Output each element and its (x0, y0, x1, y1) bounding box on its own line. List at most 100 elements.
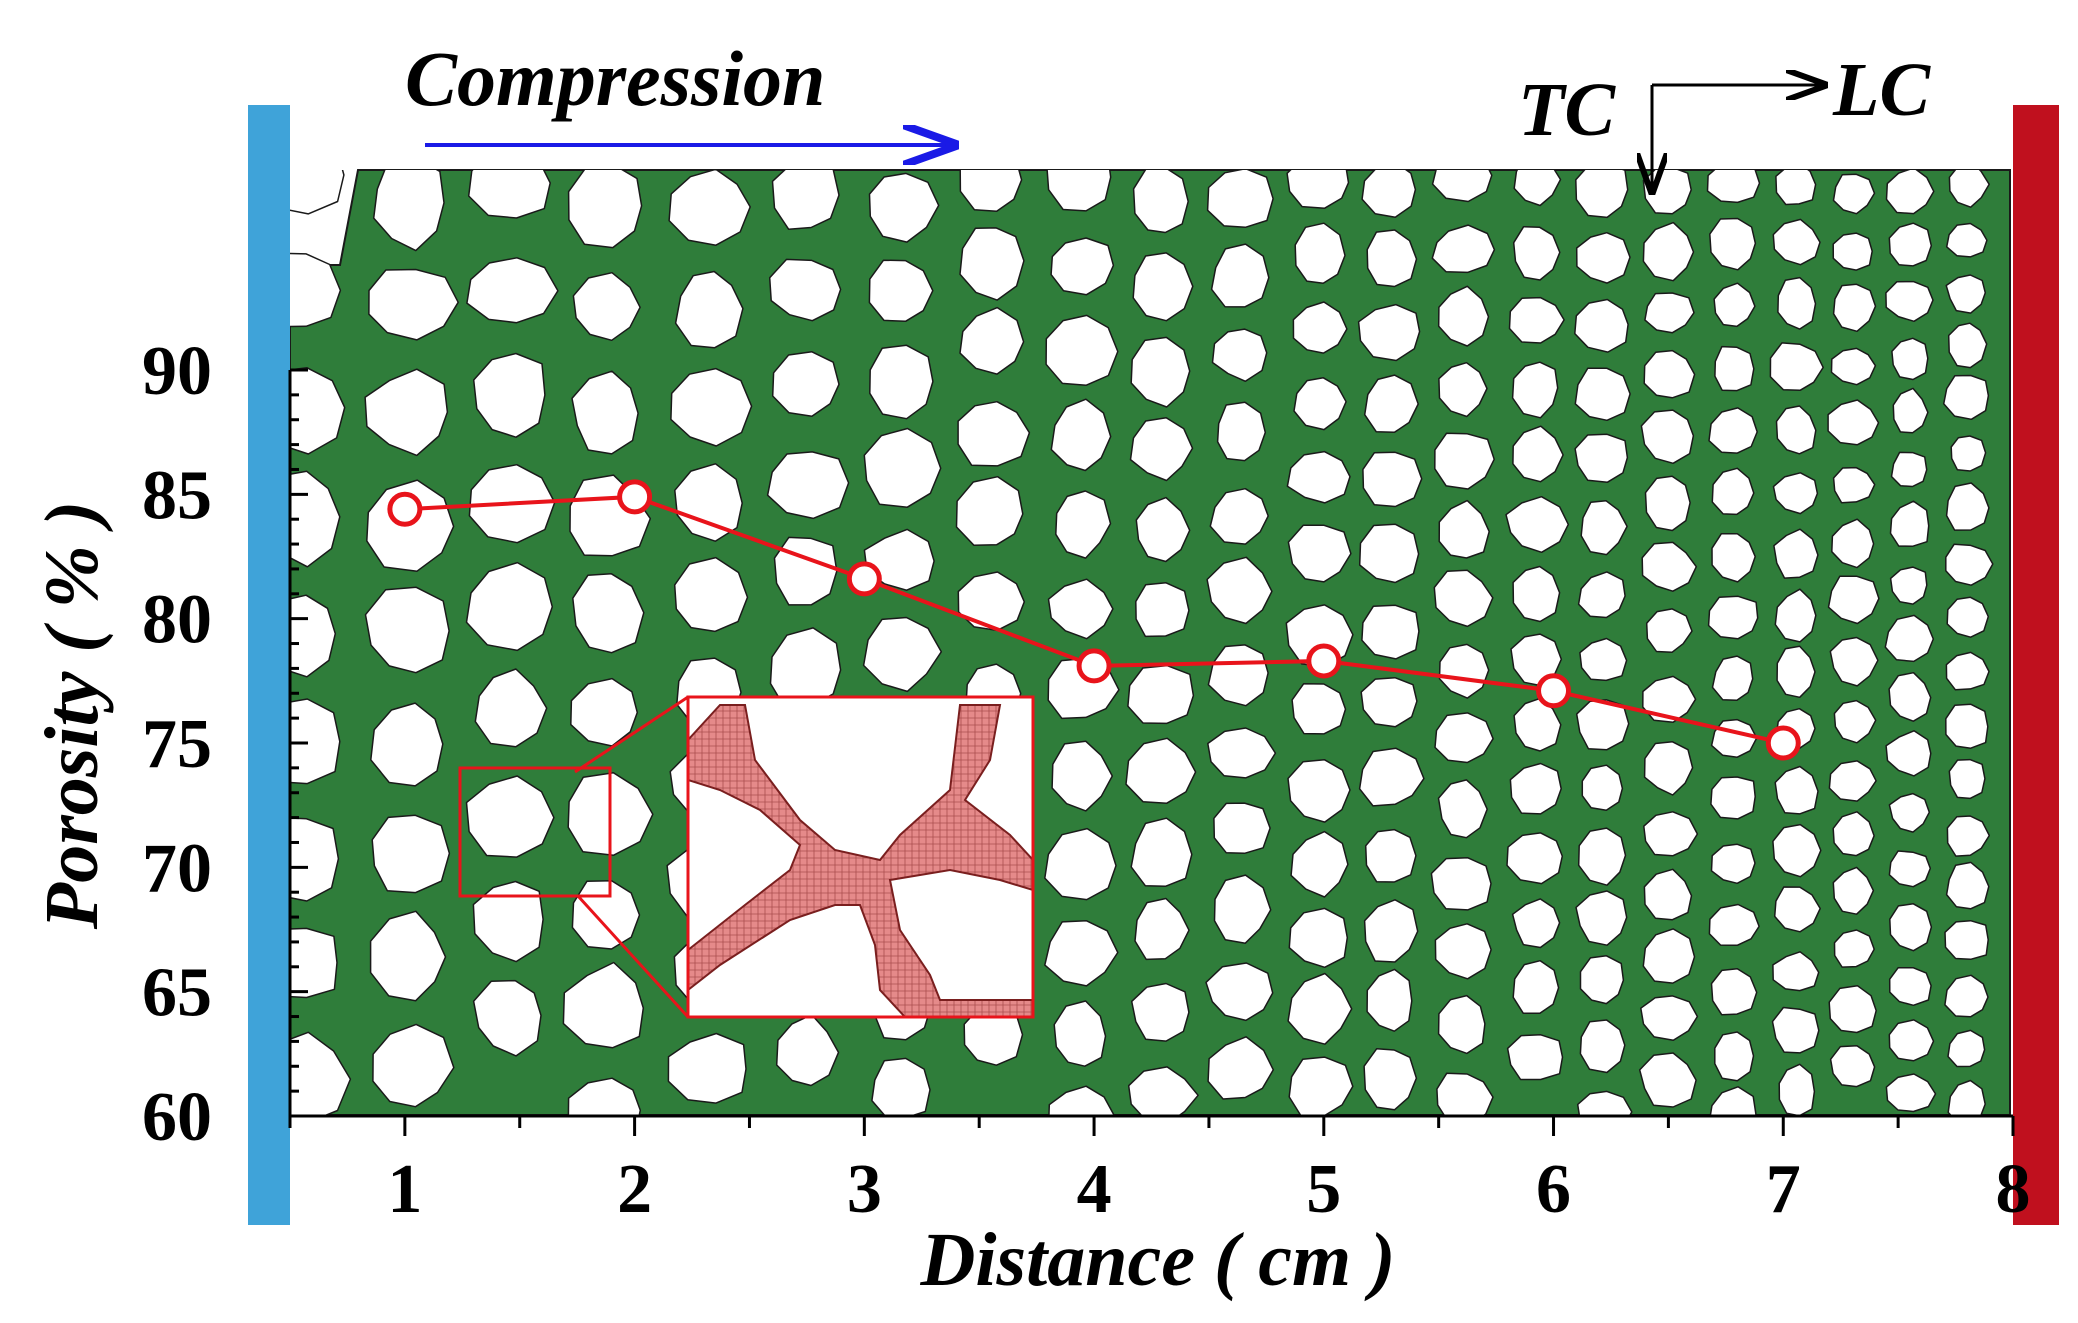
foam-pore (1291, 683, 1347, 735)
foam-pore (1714, 1031, 1755, 1082)
foam-pore (1213, 802, 1271, 855)
data-point (617, 479, 653, 515)
foam-pore (1575, 231, 1631, 284)
foam-pore (1580, 500, 1628, 556)
foam-pore (1890, 451, 1928, 488)
foam-pore (1829, 1045, 1876, 1088)
foam-pore (1773, 528, 1819, 579)
y-tick-label: 90 (142, 333, 212, 410)
foam-pore (567, 1077, 642, 1115)
foam-pore (1511, 898, 1561, 949)
foam-pore (1885, 280, 1934, 323)
foam-pore (1832, 466, 1876, 504)
foam-pore (869, 344, 934, 420)
foam-pore (466, 257, 559, 324)
foam-pore (1945, 222, 1988, 258)
foam-pore (1832, 866, 1875, 915)
foam-pore (1947, 1079, 1986, 1115)
foam-pore (1357, 303, 1421, 362)
foam-pore (562, 961, 645, 1049)
foam-pore (1512, 225, 1561, 281)
foam-pore (1287, 972, 1353, 1045)
series-porosity (387, 479, 1801, 761)
foam-pore (1130, 817, 1193, 887)
foam-pore (1638, 1052, 1697, 1108)
foam-pore (1889, 903, 1933, 952)
foam-pore (1044, 919, 1119, 987)
foam-pore (1833, 929, 1875, 968)
foam-pore (871, 1057, 931, 1115)
foam-pore (674, 270, 744, 349)
foam-pore (1044, 827, 1117, 901)
left-plate (248, 105, 290, 1225)
foam-pore (1574, 298, 1629, 353)
foam-pore (1891, 337, 1929, 381)
foam-pore (670, 367, 753, 447)
foam-pore (1640, 409, 1695, 465)
foam-pore (1508, 296, 1565, 344)
foam-pore (1286, 170, 1350, 209)
foam-pore (1434, 712, 1494, 764)
foam-pore (1832, 811, 1875, 857)
foam-pore (368, 268, 459, 341)
foam-pore (1710, 968, 1758, 1016)
foam-pore (1888, 1019, 1935, 1062)
foam-pore (1438, 643, 1490, 699)
foam-pore (1292, 301, 1348, 354)
foam-pore (1506, 832, 1564, 885)
foam-pore (668, 170, 751, 246)
foam-pore (667, 1032, 747, 1104)
foam-pore (1643, 868, 1693, 921)
foam-pore (1708, 407, 1758, 454)
foam-pore (572, 271, 641, 342)
foam-pore (371, 814, 451, 894)
foam-pore (472, 352, 546, 438)
right-plate (2013, 105, 2059, 1225)
y-tick-label: 65 (142, 955, 212, 1032)
foam-pore (1358, 523, 1420, 584)
foam-pore (1888, 671, 1932, 722)
foam-pore (1511, 361, 1559, 419)
foam-pore (364, 586, 450, 674)
zoom-source-box (458, 766, 612, 898)
foam-pore (1885, 730, 1932, 777)
foam-pore (1889, 500, 1930, 547)
foam-pore (1711, 467, 1755, 516)
foam-pore (1945, 651, 1990, 691)
zoom-inset-border (686, 695, 1035, 1019)
foam-pore (372, 170, 445, 252)
foam-pore (290, 594, 337, 678)
foam-pore (1207, 1036, 1275, 1100)
x-tick-label: 7 (1766, 1151, 1801, 1228)
foam-pore (474, 668, 548, 748)
foam-pore (1577, 571, 1626, 619)
foam-pore (1885, 1073, 1937, 1113)
y-tick-label: 75 (142, 706, 212, 783)
foam-pore (1206, 556, 1273, 625)
foam-pore (1431, 170, 1493, 203)
foam-pore (1211, 328, 1268, 383)
foam-pore (1512, 425, 1564, 483)
foam-pore (1045, 314, 1119, 386)
foam-pore (1363, 1047, 1418, 1111)
foam-pore (364, 368, 449, 457)
foam-pore (1642, 221, 1695, 282)
x-tick-label: 8 (1996, 1151, 2031, 1228)
foam-pore (1642, 675, 1697, 724)
foam-pore (1127, 1066, 1199, 1115)
foam-pore (955, 475, 1024, 546)
axes: 60 65 70 75 80 85 90 1 2 3 4 5 6 7 8 (142, 333, 2031, 1228)
compression-label: Compression (405, 35, 825, 122)
lc-label: LC (1832, 48, 1931, 132)
foam-pore (1437, 285, 1490, 347)
x-axis-title: Distance ( cm ) (920, 1218, 1396, 1302)
foam-pore (1134, 897, 1190, 961)
foam-pore (370, 702, 444, 787)
foam-pore (1579, 637, 1628, 682)
foam-pore (1832, 232, 1873, 271)
foam-pore (290, 252, 342, 328)
foam-pore (766, 451, 850, 520)
foam-pore (868, 259, 934, 323)
foam-pore (1711, 655, 1754, 702)
foam-pore (957, 400, 1031, 467)
